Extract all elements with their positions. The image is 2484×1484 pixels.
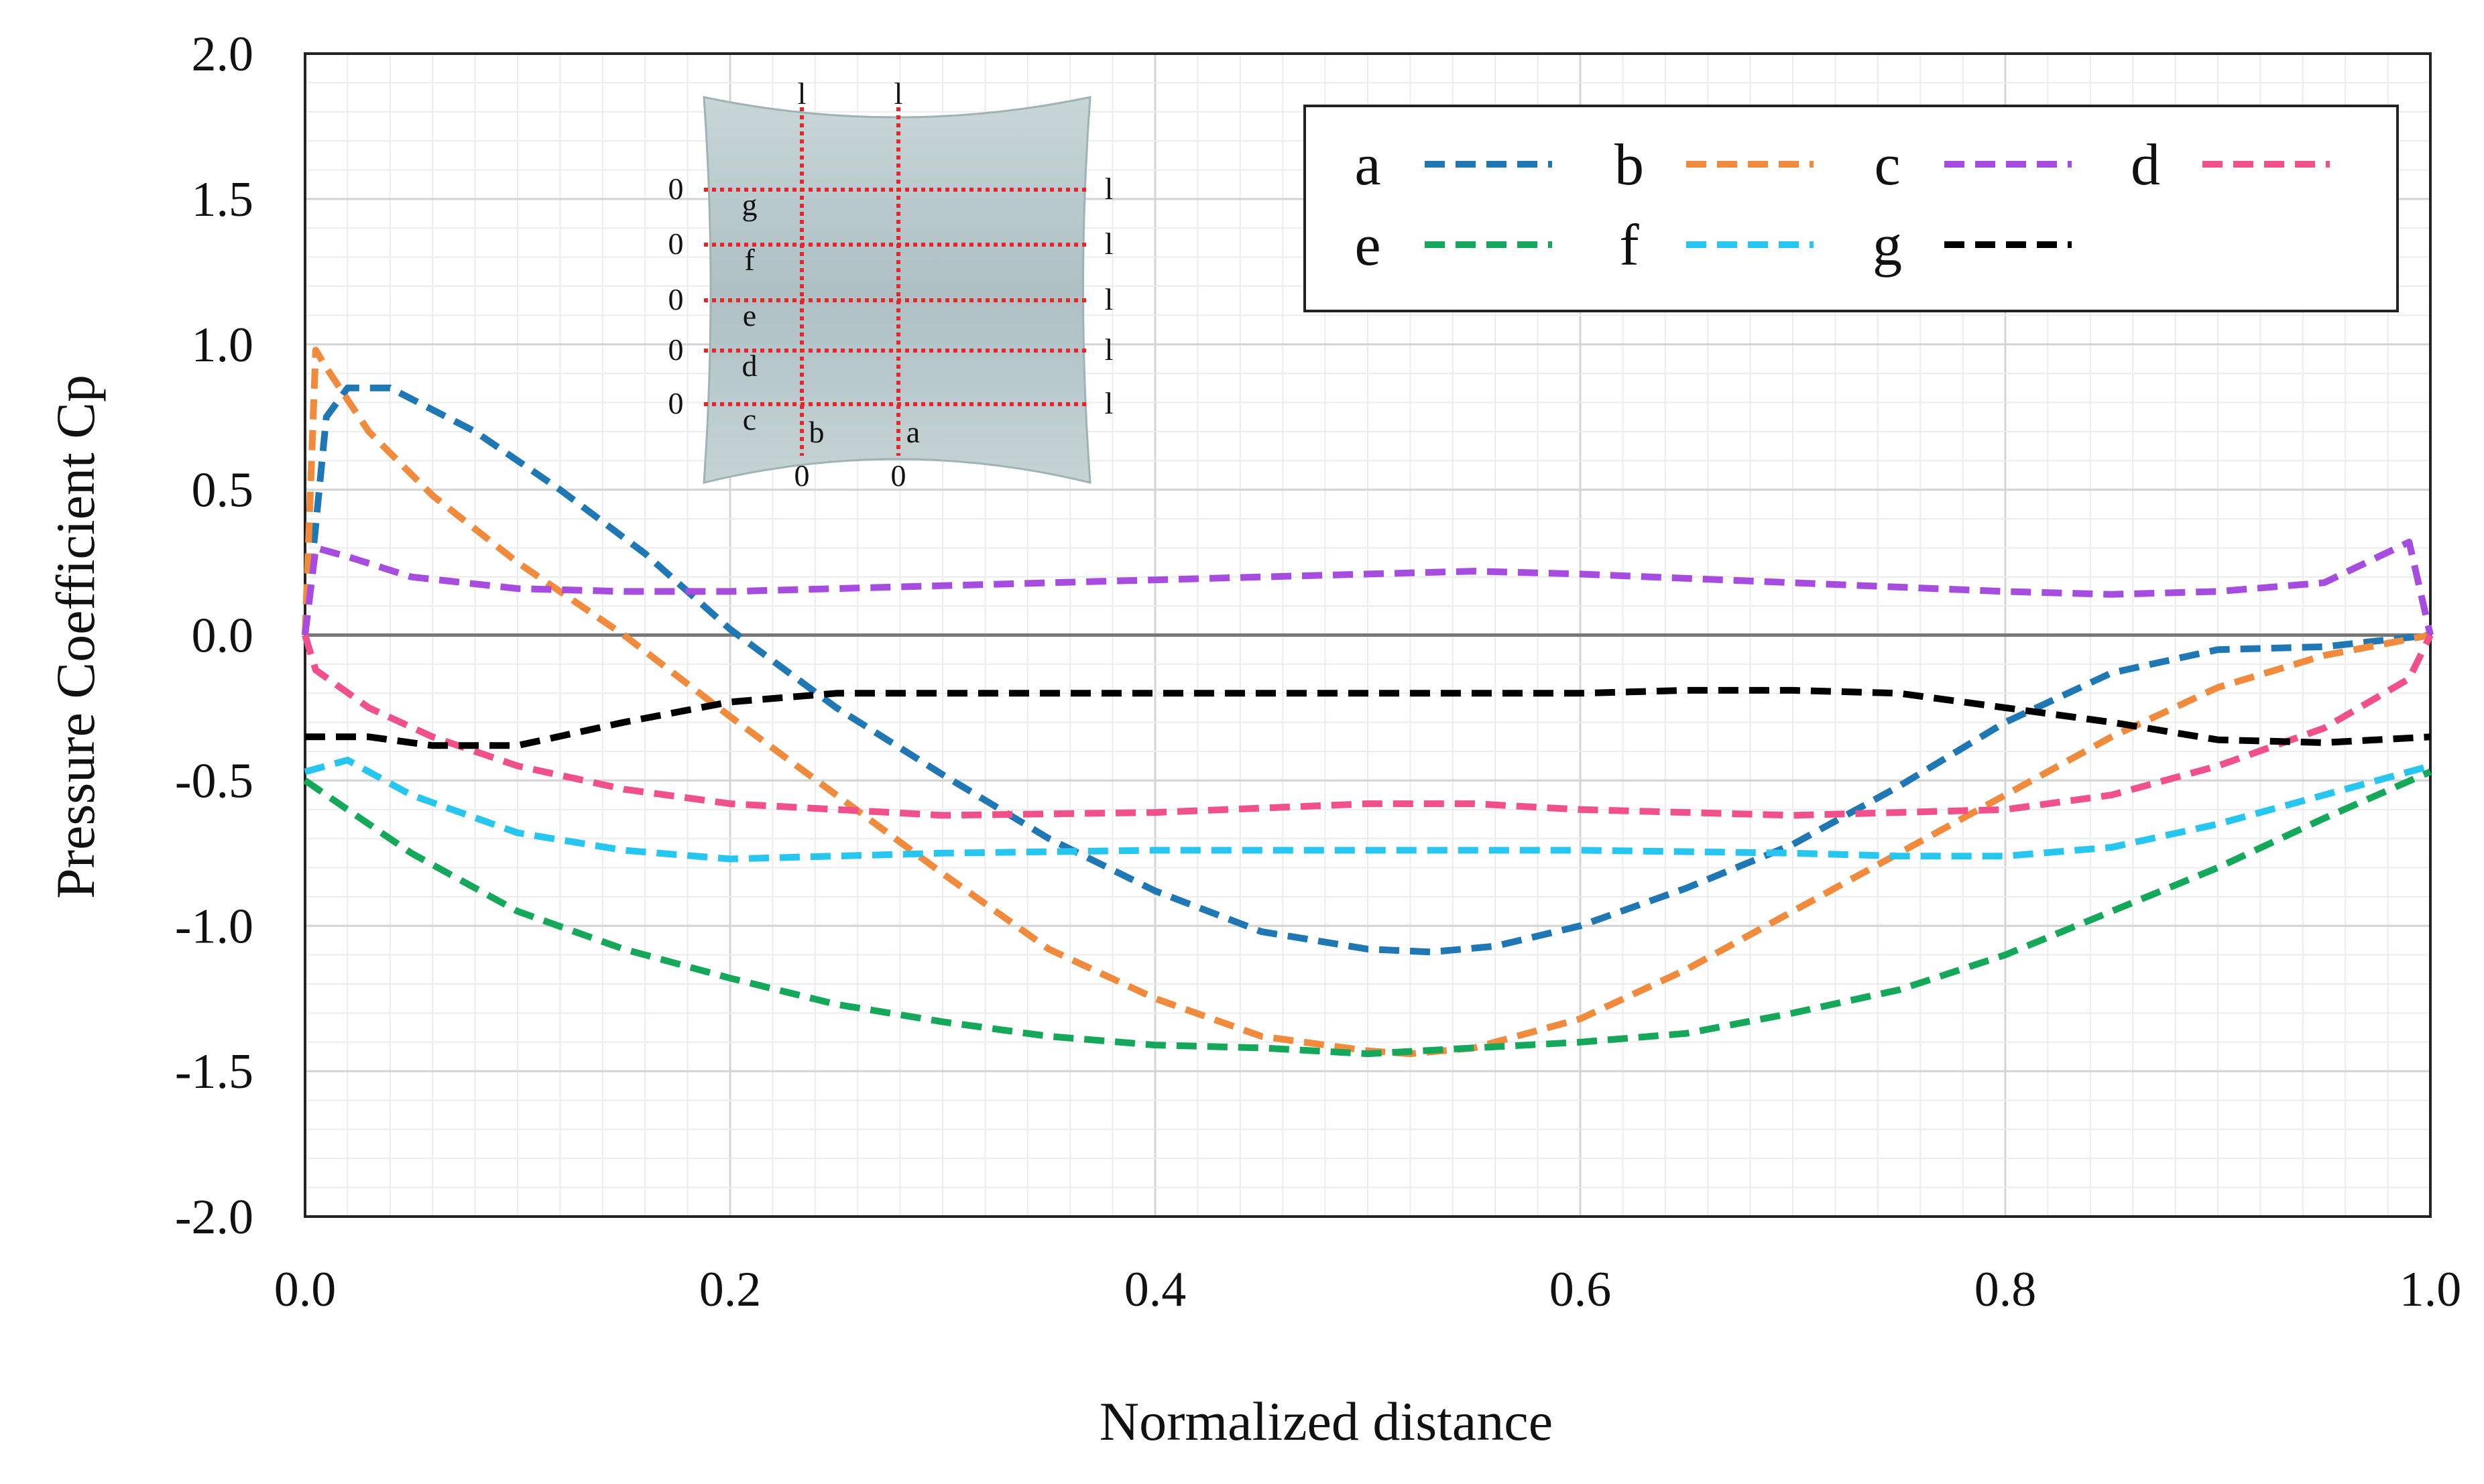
axes: 0.0 0.2 0.4 0.6 0.8 1.0 2.0 1.5 1.0 0.5 0.0 -0.5 -1.… [175,27,2461,1317]
x-tick-label: 1.0 [2400,1262,2462,1317]
x-tick-label: 0.8 [1974,1262,2037,1317]
y-tick-label: -1.0 [175,899,253,954]
inset-column-start-marker: 0 [891,458,906,493]
inset-end-marker: l [1105,227,1114,261]
series-line-c [302,538,2434,636]
series-line-d [302,633,2434,819]
inset-column-start-marker: 0 [794,458,810,493]
inset-start-marker: 0 [668,386,684,420]
inset-end-marker: l [1105,282,1114,316]
y-tick-label: 0.0 [192,609,254,664]
inset-row-label: e [743,298,756,332]
inset-start-marker: 0 [668,172,684,206]
inset-end-marker: l [1105,332,1114,367]
inset-column-end-marker: l [798,76,807,111]
x-tick-label: 0.2 [699,1262,762,1317]
y-tick-label: 2.0 [192,27,254,82]
y-tick-label: 1.5 [192,172,254,227]
x-axis-title: Normalized distance [1100,1391,1553,1452]
legend-items: a b c d e f g [1354,133,2330,278]
legend: a b c d e f g [1303,105,2399,312]
series-line-f [304,757,2432,863]
y-tick-label: -1.5 [175,1044,253,1099]
inset-column-end-marker: l [894,76,903,111]
y-tick-label: -2.0 [175,1190,253,1245]
inset-end-marker: l [1105,386,1114,420]
inset-measurement-lines [704,107,1090,456]
inset-start-marker: 0 [668,282,684,316]
shell-surface [703,96,1091,484]
inset-end-marker: l [1105,172,1114,206]
x-tick-label: 0.6 [1549,1262,1612,1317]
y-axis-title: Pressure Coefficient Cp [45,375,106,899]
inset-row-label: d [742,349,758,383]
y-tick-label: 1.0 [192,318,254,373]
legend-label-e: e [1354,213,1380,278]
legend-label-c: c [1874,133,1900,198]
series-line-b [302,347,2431,1058]
series-layer [302,347,2434,1058]
legend-label-f: f [1619,213,1639,278]
inset-column-label: a [906,415,920,449]
inset-row-label: f [744,243,755,277]
series-line-g [305,686,2431,749]
legend-label-b: b [1614,133,1644,198]
inset-row-label: g [742,188,758,222]
series-line-e [303,768,2432,1058]
inset-column-label: b [809,415,825,449]
legend-label-g: g [1873,213,1902,278]
legend-box [1303,105,2399,312]
inset-start-marker: 0 [668,227,684,261]
legend-label-d: d [2131,133,2160,198]
x-tick-label: 0.0 [274,1262,337,1317]
inset-start-marker: 0 [668,332,684,367]
series-line-a [302,384,2431,956]
x-tick-label: 0.4 [1124,1262,1187,1317]
y-tick-label: -0.5 [175,753,253,808]
inset-row-label: c [743,402,756,436]
legend-label-a: a [1354,133,1380,198]
y-tick-label: 0.5 [192,463,254,518]
